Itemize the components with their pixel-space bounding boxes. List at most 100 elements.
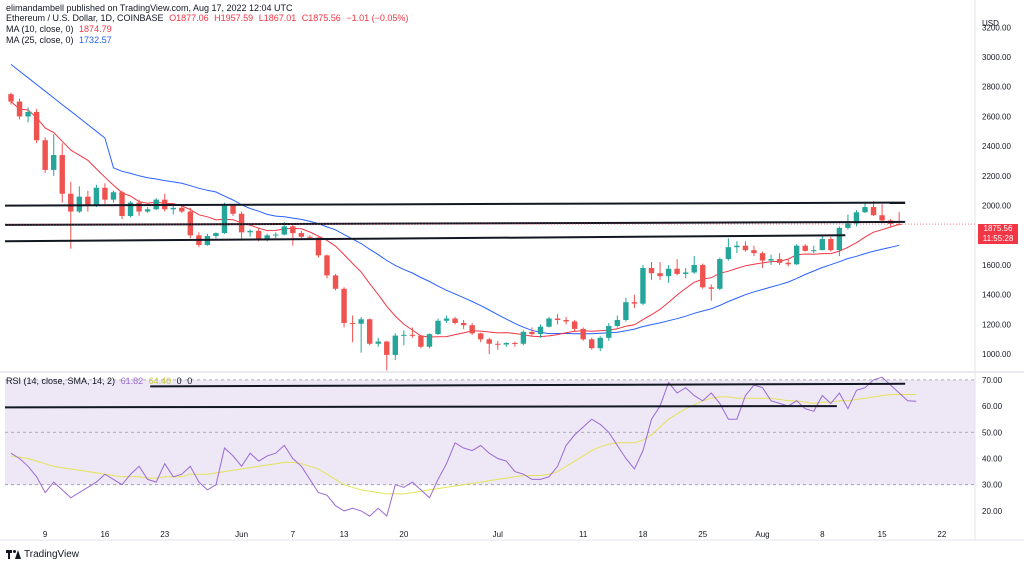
- candle-body[interactable]: [665, 268, 672, 277]
- candle-body[interactable]: [392, 335, 398, 355]
- candle-body[interactable]: [102, 187, 108, 200]
- candle-body[interactable]: [503, 343, 510, 345]
- candle-body[interactable]: [793, 245, 800, 265]
- trendline[interactable]: [4, 220, 906, 226]
- candle-body[interactable]: [230, 205, 236, 214]
- candle-body[interactable]: [366, 319, 373, 344]
- candle-body[interactable]: [247, 230, 253, 233]
- candle-body[interactable]: [290, 226, 296, 234]
- candle-body[interactable]: [682, 272, 689, 274]
- candle-body[interactable]: [742, 245, 749, 251]
- candle-body[interactable]: [443, 318, 450, 321]
- candle-body[interactable]: [768, 259, 774, 261]
- candle-body[interactable]: [42, 140, 48, 170]
- candle-body[interactable]: [358, 319, 364, 324]
- candle-body[interactable]: [76, 196, 83, 212]
- candle-body[interactable]: [725, 247, 732, 260]
- candle-body[interactable]: [401, 334, 407, 336]
- candle-body[interactable]: [315, 237, 322, 256]
- candle-body[interactable]: [845, 223, 851, 228]
- candle-body[interactable]: [418, 335, 424, 347]
- candle-body[interactable]: [170, 207, 176, 210]
- candle-body[interactable]: [469, 325, 475, 334]
- candle-body[interactable]: [520, 331, 527, 344]
- candle-body[interactable]: [495, 343, 501, 345]
- candle-body[interactable]: [623, 302, 629, 320]
- candle-body[interactable]: [571, 321, 578, 329]
- candle-body[interactable]: [879, 215, 885, 221]
- candle-body[interactable]: [640, 267, 646, 304]
- candle-body[interactable]: [537, 326, 544, 335]
- candle-body[interactable]: [828, 239, 834, 251]
- candle-body[interactable]: [238, 213, 245, 233]
- candle-body[interactable]: [349, 322, 356, 324]
- candle-body[interactable]: [802, 245, 808, 251]
- candle-body[interactable]: [836, 227, 843, 251]
- candle-body[interactable]: [110, 192, 117, 200]
- trendline[interactable]: [4, 201, 906, 207]
- tradingview-logo[interactable]: TradingView: [6, 549, 79, 560]
- candle-body[interactable]: [25, 111, 31, 117]
- candle-body[interactable]: [554, 318, 561, 320]
- candle-body[interactable]: [136, 202, 142, 212]
- candle-body[interactable]: [657, 273, 663, 277]
- candle-body[interactable]: [691, 265, 697, 273]
- candle-body[interactable]: [700, 265, 706, 288]
- candle-body[interactable]: [221, 205, 228, 234]
- candle-body[interactable]: [307, 236, 313, 238]
- candle-body[interactable]: [862, 207, 868, 213]
- candle-body[interactable]: [674, 268, 680, 274]
- candle-body[interactable]: [426, 334, 433, 347]
- candle-body[interactable]: [16, 101, 23, 117]
- candle-body[interactable]: [734, 245, 740, 248]
- candle-body[interactable]: [255, 230, 262, 240]
- candle-body[interactable]: [717, 259, 723, 289]
- candle-body[interactable]: [563, 319, 569, 322]
- candle-body[interactable]: [631, 302, 638, 304]
- candle-body[interactable]: [264, 235, 270, 240]
- candle-body[interactable]: [409, 334, 416, 336]
- candle-body[interactable]: [870, 207, 877, 216]
- trendline[interactable]: [4, 234, 846, 243]
- candle-body[interactable]: [597, 337, 603, 349]
- candle-body[interactable]: [119, 192, 125, 216]
- candle-body[interactable]: [589, 339, 595, 349]
- candle-body[interactable]: [341, 288, 347, 323]
- candle-body[interactable]: [486, 339, 492, 344]
- candle-body[interactable]: [460, 322, 467, 326]
- candle-body[interactable]: [324, 255, 330, 276]
- candle-body[interactable]: [648, 267, 655, 274]
- candle-body[interactable]: [452, 318, 458, 323]
- candle-body[interactable]: [33, 111, 40, 141]
- candle-body[interactable]: [93, 187, 100, 206]
- candle-body[interactable]: [85, 196, 91, 206]
- candle-body[interactable]: [529, 331, 535, 335]
- candle-body[interactable]: [144, 209, 151, 212]
- candle-body[interactable]: [478, 333, 484, 340]
- candle-body[interactable]: [853, 212, 860, 224]
- candle-body[interactable]: [127, 202, 134, 216]
- candle-body[interactable]: [708, 287, 714, 289]
- candle-body[interactable]: [68, 193, 74, 212]
- candle-body[interactable]: [606, 325, 612, 338]
- candle-body[interactable]: [614, 319, 621, 326]
- candle-body[interactable]: [298, 233, 305, 237]
- candle-body[interactable]: [580, 328, 586, 340]
- candle-body[interactable]: [384, 341, 390, 355]
- candle-body[interactable]: [512, 343, 518, 345]
- candle-body[interactable]: [8, 94, 14, 102]
- candle-body[interactable]: [375, 341, 381, 344]
- candle-body[interactable]: [281, 226, 287, 235]
- candle-body[interactable]: [51, 155, 57, 170]
- candle-body[interactable]: [785, 262, 791, 265]
- candle-body[interactable]: [332, 275, 339, 289]
- candle-body[interactable]: [213, 233, 219, 237]
- candle-body[interactable]: [776, 259, 783, 263]
- candle-body[interactable]: [546, 318, 552, 327]
- candle-body[interactable]: [435, 320, 441, 335]
- candle-body[interactable]: [179, 207, 185, 212]
- candle-body[interactable]: [273, 234, 279, 236]
- rsi-trendline[interactable]: [150, 382, 906, 388]
- candle-body[interactable]: [819, 239, 825, 251]
